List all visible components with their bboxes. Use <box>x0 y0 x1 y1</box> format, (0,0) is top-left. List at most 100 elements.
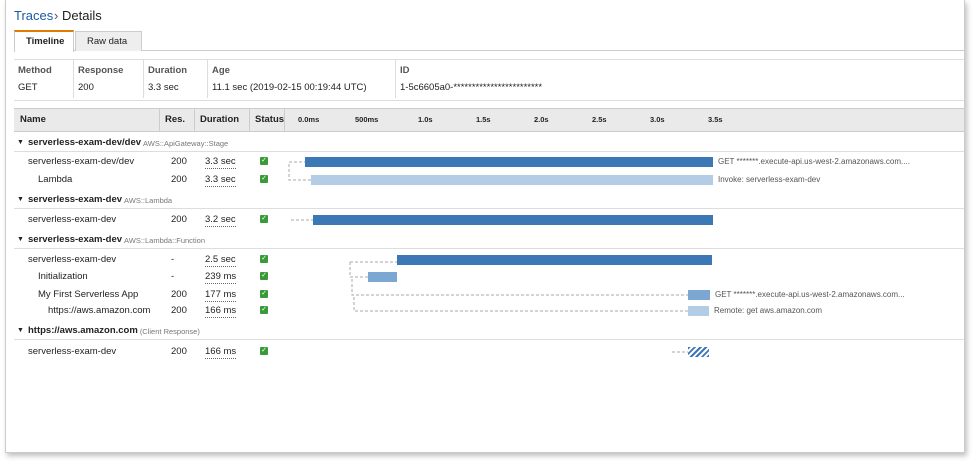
timeline-bar[interactable] <box>311 175 713 185</box>
connector <box>351 279 688 296</box>
connector <box>353 297 688 312</box>
timeline-bar[interactable] <box>305 157 713 167</box>
summary-divider <box>395 60 396 98</box>
connector <box>288 164 311 181</box>
row-duration: 166 ms <box>205 305 237 318</box>
status-ok: ✓ <box>260 347 268 355</box>
row-name: serverless-exam-dev <box>28 214 117 225</box>
summary-value: 3.3 sec <box>148 82 179 93</box>
breadcrumb-link[interactable]: Traces <box>14 8 54 23</box>
column-divider <box>249 109 250 131</box>
group-name[interactable]: https://aws.amazon.com <box>28 325 138 336</box>
expand-arrow: ▼ <box>17 139 24 146</box>
connector <box>349 262 368 278</box>
column-header: Name <box>20 114 46 125</box>
breadcrumb-current: Details <box>62 8 102 23</box>
group-type: AWS::Lambda <box>124 196 173 205</box>
bar-note: Invoke: serverless-exam-dev <box>718 175 821 184</box>
timeline-bar[interactable] <box>688 347 709 357</box>
column-divider <box>159 109 160 131</box>
row-name: serverless-exam-dev <box>28 346 117 357</box>
row-divider <box>14 339 964 340</box>
row-divider <box>14 208 964 209</box>
summary-header: Age <box>212 65 230 76</box>
summary-header: Method <box>18 65 52 76</box>
status-ok: ✓ <box>260 290 268 298</box>
row-res: - <box>171 271 175 282</box>
summary-divider <box>73 60 74 98</box>
timeline-bar[interactable] <box>368 272 397 282</box>
expand-arrow: ▼ <box>17 327 24 334</box>
row-res: 200 <box>171 289 187 300</box>
group-name[interactable]: serverless-exam-dev <box>28 194 123 205</box>
axis-label: 3.5s <box>708 115 723 124</box>
timeline-header <box>14 108 964 132</box>
row-name: https://aws.amazon.com <box>48 305 151 316</box>
summary-divider <box>143 60 144 98</box>
row-duration: 239 ms <box>205 271 237 284</box>
group-name[interactable]: serverless-exam-dev/dev <box>28 137 142 148</box>
summary-header: ID <box>400 65 410 76</box>
row-duration: 3.3 sec <box>205 156 236 169</box>
timeline-bar[interactable] <box>688 290 710 300</box>
row-res: 200 <box>171 346 187 357</box>
row-res: 200 <box>171 305 187 316</box>
axis-label: 2.5s <box>592 115 607 124</box>
tab-label[interactable]: Raw data <box>87 36 128 47</box>
column-header: Res. <box>165 114 186 125</box>
group-type: AWS::ApiGateway::Stage <box>143 139 229 148</box>
axis-label: 1.5s <box>476 115 491 124</box>
row-duration: 3.3 sec <box>205 174 236 187</box>
summary-value: 11.1 sec (2019-02-15 00:19:44 UTC) <box>212 82 367 93</box>
row-duration: 166 ms <box>205 346 237 359</box>
group-type: AWS::Lambda::Function <box>124 236 206 245</box>
frame <box>5 0 965 453</box>
column-header: Status <box>255 114 285 125</box>
group-name[interactable]: serverless-exam-dev <box>28 234 123 245</box>
row-res: 200 <box>171 174 187 185</box>
summary-header: Response <box>78 65 124 76</box>
summary-header: Duration <box>148 65 188 76</box>
status-ok: ✓ <box>260 175 268 183</box>
bar-note: GET *******.execute-api.us-west-2.amazon… <box>715 290 905 299</box>
timeline-bar[interactable] <box>313 215 713 225</box>
row-duration: 177 ms <box>205 289 237 302</box>
tab[interactable] <box>75 31 142 51</box>
column-divider <box>284 109 285 131</box>
axis-label: 0.0ms <box>298 115 320 124</box>
summary-value: 200 <box>78 82 94 93</box>
tab-active[interactable] <box>14 30 74 52</box>
row-name: serverless-exam-dev <box>28 254 117 265</box>
timeline-bar[interactable] <box>397 255 712 265</box>
status-ok: ✓ <box>260 157 268 165</box>
row-duration: 2.5 sec <box>205 254 236 267</box>
breadcrumb-separator: › <box>54 8 59 23</box>
row-name: My First Serverless App <box>38 289 139 300</box>
row-divider <box>14 151 964 152</box>
status-ok: ✓ <box>260 306 268 314</box>
timeline-bar[interactable] <box>688 306 709 316</box>
row-name: Lambda <box>38 174 73 185</box>
summary-box <box>14 59 964 101</box>
row-res: 200 <box>171 156 187 167</box>
bar-note: GET *******.execute-api.us-west-2.amazon… <box>718 157 910 166</box>
axis-label: 1.0s <box>418 115 433 124</box>
column-divider <box>194 109 195 131</box>
row-res: 200 <box>171 214 187 225</box>
tab-line <box>14 50 964 51</box>
summary-divider <box>207 60 208 98</box>
expand-arrow: ▼ <box>17 236 24 243</box>
summary-value: GET <box>18 82 38 93</box>
bar-note: Remote: get aws.amazon.com <box>714 306 823 315</box>
status-ok: ✓ <box>260 255 268 263</box>
tab-label[interactable]: Timeline <box>26 36 65 47</box>
axis-label: 3.0s <box>650 115 665 124</box>
column-header: Duration <box>200 114 240 125</box>
row-divider <box>14 248 964 249</box>
summary-value: 1-5c6605a0-************************ <box>400 82 543 93</box>
row-name: serverless-exam-dev/dev <box>28 156 135 167</box>
status-ok: ✓ <box>260 215 268 223</box>
row-duration: 3.2 sec <box>205 214 236 227</box>
